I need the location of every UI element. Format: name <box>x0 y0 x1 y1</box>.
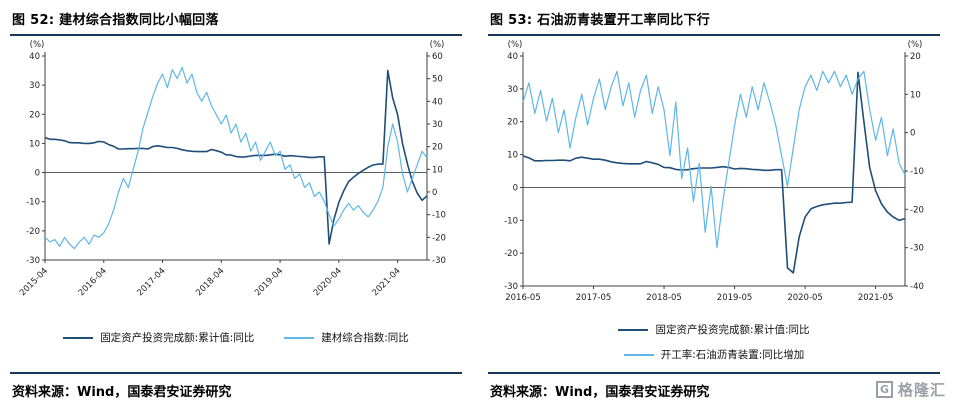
left-axis-tick-label: 30 <box>507 85 518 95</box>
x-axis-tick-label: 2021-04 <box>371 266 403 298</box>
figure-53-title: 图 53: 石油沥青装置开工率同比下行 <box>488 6 940 36</box>
right-axis-unit: (%) <box>908 40 923 50</box>
legend-item-building-materials-index: 建材综合指数:同比 <box>284 330 409 345</box>
left-axis-tick-label: -30 <box>26 256 40 266</box>
right-axis-tick-label: 0 <box>910 129 915 139</box>
left-axis-tick-label: 0 <box>35 169 40 179</box>
right-axis-unit: (%) <box>430 40 445 50</box>
left-axis-unit: (%) <box>508 40 523 50</box>
left-axis-tick-label: 20 <box>507 118 518 128</box>
x-axis-tick-label: 2017-05 <box>576 293 612 303</box>
right-axis-tick-label: -10 <box>432 211 446 221</box>
left-axis-tick-label: 30 <box>29 81 40 91</box>
legend-label: 开工率:石油沥青装置:同比增加 <box>660 349 805 361</box>
gelonghui-logo: G 格隆汇 <box>875 379 946 400</box>
right-axis-tick-label: -20 <box>910 205 924 215</box>
legend-line-swatch-dark <box>618 328 649 331</box>
right-axis-tick-label: 40 <box>432 97 443 107</box>
x-axis-tick-label: 2019-05 <box>717 293 753 303</box>
legend-item-asphalt-operating-rate: 开工率:石油沥青装置:同比增加 <box>623 347 805 362</box>
series-line-dark-blue <box>522 71 906 274</box>
left-axis-tick-label: 10 <box>507 151 518 161</box>
legend-item-fai: 固定资产投资完成额:累计值:同比 <box>63 330 254 345</box>
left-axis-tick-label: 0 <box>513 183 518 193</box>
series-line-light-blue <box>44 66 428 250</box>
panel-figure-53: 图 53: 石油沥青装置开工率同比下行 (%) (%) -30 -20 -10 0 10 20… <box>488 6 940 404</box>
x-axis-tick-label: 2016-04 <box>77 266 109 298</box>
right-axis-tick-label: 60 <box>432 52 443 62</box>
x-axis-tick-label: 2019-04 <box>253 266 285 298</box>
gelonghui-logo-icon: G <box>875 381 893 398</box>
right-axis-tick-label: 10 <box>432 165 443 175</box>
legend-item-fai: 固定资产投资完成额:累计值:同比 <box>618 322 810 337</box>
right-axis-tick-label: 50 <box>432 75 443 85</box>
right-axis-tick-label: 20 <box>432 143 443 153</box>
right-axis-tick-label: 20 <box>910 52 921 62</box>
x-axis-tick-label: 2016-05 <box>505 293 541 303</box>
panel-figure-52: 图 52: 建材综合指数同比小幅回落 (%) (%) -30 -20 -10 0 10 20 3… <box>10 6 462 404</box>
legend-label: 建材综合指数:同比 <box>321 332 409 344</box>
left-axis-tick-label: -30 <box>504 282 518 292</box>
legend-line-swatch-light <box>284 336 315 339</box>
right-axis-tick-label: 0 <box>432 188 437 198</box>
x-axis-tick-label: 2020-05 <box>787 293 823 303</box>
legend-line-swatch-light <box>623 353 654 356</box>
x-axis-tick-label: 2018-04 <box>194 266 226 298</box>
x-axis-tick-label: 2015-04 <box>18 266 50 298</box>
figure-52-legend: 固定资产投资完成额:累计值:同比 建材综合指数:同比 <box>10 330 462 345</box>
figure-52-chart: (%) (%) -30 -20 -10 0 10 20 30 40 -30 -20 -10 0 10 20 30… <box>18 40 446 298</box>
right-axis-tick-label: -30 <box>910 244 924 254</box>
x-axis-tick-label: 2018-05 <box>646 293 682 303</box>
figure-52-source: 资料来源：Wind，国泰君安证券研究 <box>12 385 232 400</box>
left-axis-unit: (%) <box>30 40 45 50</box>
right-axis-tick-label: -30 <box>432 256 446 266</box>
figure-53-legend: 固定资产投资完成额:累计值:同比 开工率:石油沥青装置:同比增加 <box>488 322 940 362</box>
right-axis-tick-label: -40 <box>910 282 924 292</box>
x-axis-tick-label: 2020-04 <box>312 266 344 298</box>
figure-52-title: 图 52: 建材综合指数同比小幅回落 <box>10 6 462 36</box>
series-line-light-blue <box>522 70 906 249</box>
left-axis-tick-label: 40 <box>29 52 40 62</box>
right-axis-tick-label: -10 <box>910 167 924 177</box>
legend-label: 固定资产投资完成额:累计值:同比 <box>655 324 810 336</box>
figure-53-source: 资料来源：Wind，国泰君安证券研究 <box>490 385 710 400</box>
legend-line-swatch-dark <box>63 336 94 339</box>
left-axis-tick-label: -20 <box>26 227 40 237</box>
right-axis-tick-label: -20 <box>432 233 446 243</box>
figure-52-footer: 资料来源：Wind，国泰君安证券研究 <box>10 372 462 404</box>
gelonghui-logo-text: 格隆汇 <box>897 381 946 399</box>
left-axis-tick-label: 20 <box>29 110 40 120</box>
right-axis-tick-label: 30 <box>432 120 443 130</box>
left-axis-tick-label: 40 <box>507 52 518 62</box>
left-axis-tick-label: -10 <box>504 216 518 226</box>
x-axis-tick-label: 2017-04 <box>135 266 167 298</box>
right-axis-tick-label: 10 <box>910 90 921 100</box>
left-axis-tick-label: 10 <box>29 139 40 149</box>
left-axis-tick-label: -20 <box>504 249 518 259</box>
left-axis-tick-label: -10 <box>26 198 40 208</box>
figure-53-chart: (%) (%) -30 -20 -10 0 10 20 30 40 -40 -30 -20 -10 0 10 2… <box>504 40 924 303</box>
x-axis-tick-label: 2021-05 <box>858 293 894 303</box>
series-line-dark-blue <box>44 69 428 245</box>
figure-53-footer: 资料来源：Wind，国泰君安证券研究 <box>488 372 940 404</box>
legend-label: 固定资产投资完成额:累计值:同比 <box>100 332 255 344</box>
